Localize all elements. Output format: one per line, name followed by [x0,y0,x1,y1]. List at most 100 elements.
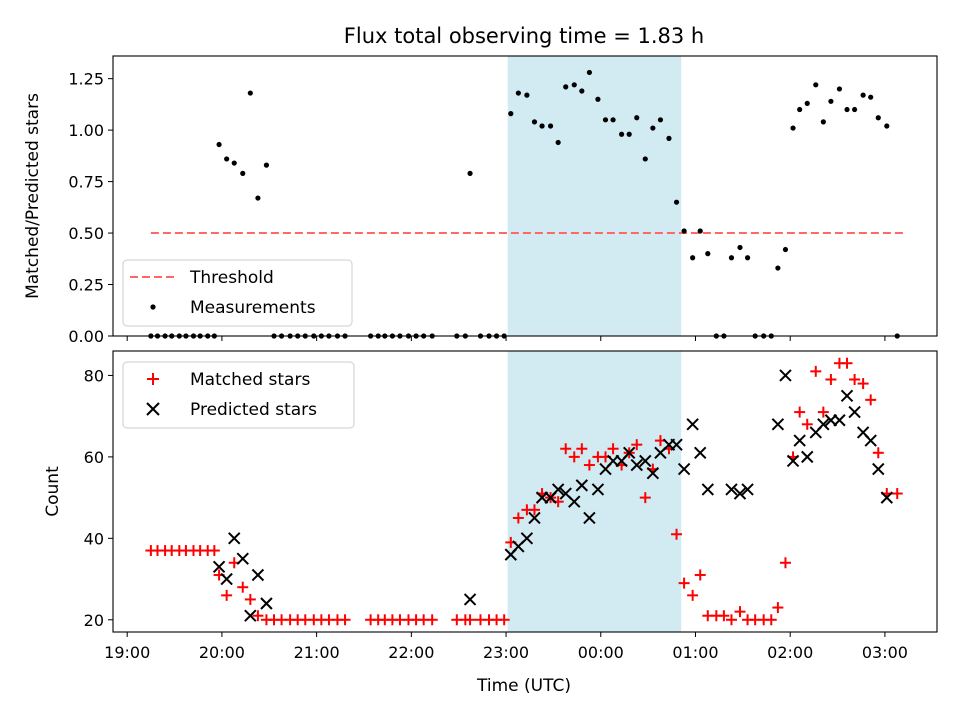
measurement-point [852,106,858,113]
predicted-star-point [244,609,257,622]
measurement-point [828,98,834,104]
measurement-point [626,131,632,137]
matched-star-point [849,374,861,386]
matched-star-point [671,528,683,540]
matched-star-point [872,447,884,459]
measurement-point [860,92,866,98]
x-tick-label: 22:00 [388,643,434,662]
predicted-star-point [646,466,660,480]
measurement-point [586,69,593,76]
matched-star-point [801,418,813,430]
predicted-star-point [686,418,699,431]
predicted-star-point [639,454,652,468]
predicted-star-point [677,462,691,476]
matched-star-point [857,378,869,390]
measurement-point [650,125,656,131]
predicted-stars-series [212,369,894,622]
matched-star-point [779,557,791,569]
measurement-point [782,246,789,253]
measurement-point [790,125,796,131]
y-tick-label: 20 [84,611,104,630]
matched-star-point [810,365,822,377]
predicted-star-point [236,552,249,565]
predicted-star-point [670,438,683,451]
predicted-star-point [622,446,636,460]
measurement-point [224,156,230,162]
predicted-star-point [833,414,846,427]
measurement-point [690,255,696,261]
measurement-point [563,84,569,90]
matched-star-point [865,394,877,406]
predicted-star-point [463,593,477,606]
predicted-star-point [528,511,541,525]
measurement-point [571,82,577,88]
measurement-point [657,117,664,123]
matched-star-point [794,406,806,418]
measurement-point [737,244,743,251]
measurement-point [263,162,270,168]
measurement-point [875,115,881,121]
matched-star-point [891,488,903,500]
predicted-star-point [872,462,885,476]
matched-star-point [825,374,837,386]
chart-title: Flux total observing time = 1.83 h [344,24,704,48]
bottom-legend-box [122,361,355,429]
measurement-point [255,195,261,201]
measurement-point [240,170,246,176]
measurement-point [697,228,703,234]
bottom-plot-frame [112,350,938,633]
predicted-star-point [694,446,707,460]
top-legend-box [122,259,353,327]
matched-legend-label: Matched stars [190,370,310,390]
measurement-point [547,123,554,129]
matched-star-point [237,581,249,593]
measurement-point [868,94,874,100]
predicted-star-point [260,597,273,610]
y-tick-label: 60 [84,448,104,467]
predicted-star-point [864,434,877,447]
matched-star-point [498,614,510,626]
y-tick-label: 0.75 [68,173,104,192]
predicted-star-point [251,568,265,582]
measurement-point [515,90,521,96]
measurement-point [836,86,843,92]
matched-star-point [734,606,746,618]
matched-star-point [631,439,643,451]
measurement-point [642,156,648,162]
matched-star-point [694,569,706,581]
predicted-star-point [741,483,754,496]
measurement-point [634,115,640,121]
matched-star-point [576,443,588,455]
matched-star-point [725,614,737,626]
threshold-legend-label: Threshold [189,268,274,288]
predicted-star-point [575,479,589,492]
top-y-axis-label: Matched/Predicted stars [23,93,43,299]
predicted-star-point [220,572,233,586]
measurement-point [216,141,222,148]
matched-star-point [339,614,351,626]
predicted-star-point [786,454,800,468]
matched-star-point [607,443,619,455]
x-tick-label: 19:00 [104,643,150,662]
measurement-point [673,199,680,205]
top-panel: 0.00 0.25 0.50 0.75 1.00 1.25 Matched/Predict… [23,55,938,346]
predicted-star-point [771,418,785,431]
measurement-point [705,251,711,257]
top-y-axis: 0.00 0.25 0.50 0.75 1.00 1.25 [68,70,113,346]
matched-star-point [583,459,595,471]
y-tick-label: 1.00 [68,121,104,140]
x-tick-label: 23:00 [483,643,529,662]
predicted-star-point [212,560,226,574]
matched-star-point [252,610,264,622]
measurement-point [619,131,625,137]
x-tick-label: 00:00 [578,643,624,662]
y-tick-label: 1.25 [68,70,104,89]
x-tick-label: 02:00 [767,643,813,662]
measurement-point [728,255,735,261]
predicted-star-point [701,483,715,496]
measurements-legend-label: Measurements [190,298,316,318]
measurement-point [813,82,819,88]
predicted-star-point [520,532,534,545]
predicted-star-point [848,405,861,419]
matched-star-point [528,504,540,516]
